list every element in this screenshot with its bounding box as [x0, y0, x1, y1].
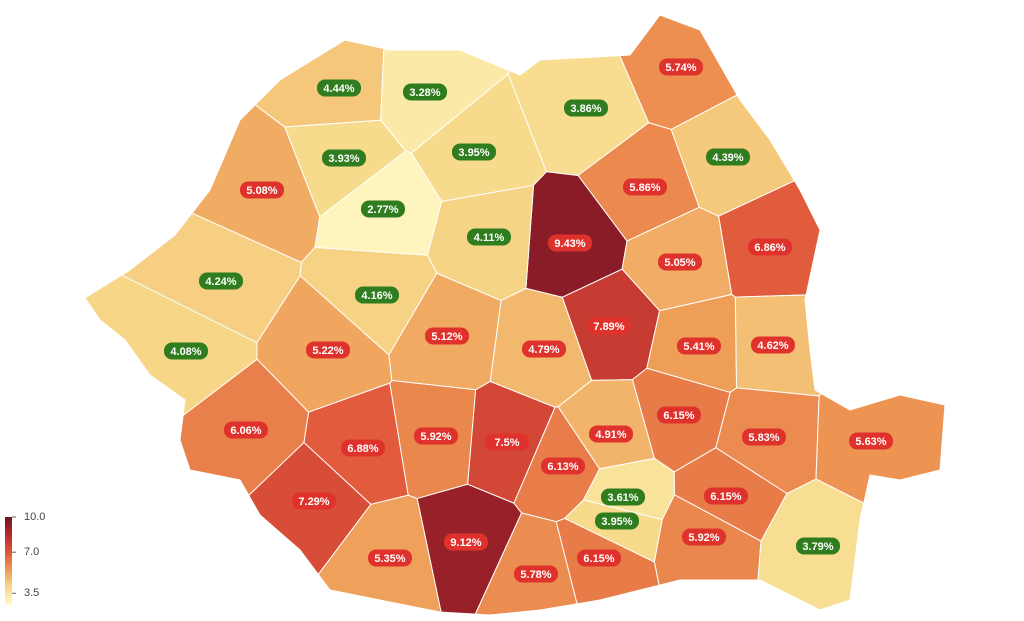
value-label: 5.22%: [312, 345, 343, 357]
label-pill: [658, 253, 702, 271]
label-pill: [587, 317, 631, 335]
value-label: 6.15%: [583, 553, 614, 565]
colorbar: 10.0 7.0 3.5: [5, 511, 45, 605]
label-pill: [199, 272, 243, 290]
label-pill: [414, 427, 458, 445]
value-label: 6.86%: [754, 242, 785, 254]
value-label: 4.79%: [528, 344, 559, 356]
label-pill: [341, 439, 385, 457]
value-label: 5.41%: [683, 341, 714, 353]
label-pill: [485, 433, 529, 451]
label-pill: [595, 512, 639, 530]
label-pill: [748, 238, 792, 256]
value-label: 4.91%: [595, 429, 626, 441]
label-pill: [704, 487, 748, 505]
label-pill: [164, 342, 208, 360]
label-pill: [751, 336, 795, 354]
value-label: 5.92%: [420, 431, 451, 443]
value-label: 3.79%: [802, 541, 833, 553]
value-label: 9.43%: [554, 238, 585, 250]
label-pill: [444, 533, 488, 551]
value-label: 3.86%: [570, 103, 601, 115]
value-label: 5.78%: [520, 569, 551, 581]
value-label: 6.13%: [547, 461, 578, 473]
label-pill: [368, 549, 412, 567]
label-pill: [682, 528, 726, 546]
value-label: 5.74%: [665, 62, 696, 74]
label-pill: [677, 337, 721, 355]
label-pill: [796, 537, 840, 555]
value-label: 3.95%: [601, 516, 632, 528]
label-pill: [548, 234, 592, 252]
label-pill: [514, 565, 558, 583]
colorbar-bar: [5, 517, 12, 605]
value-label: 3.61%: [607, 492, 638, 504]
label-pill: [322, 149, 366, 167]
label-pill: [403, 83, 447, 101]
value-label: 5.63%: [855, 436, 886, 448]
value-label: 5.08%: [246, 185, 277, 197]
value-label: 4.08%: [170, 346, 201, 358]
colorbar-tick-label: 10.0: [24, 511, 45, 523]
label-pill: [601, 488, 645, 506]
value-label: 7.29%: [298, 496, 329, 508]
value-label: 5.83%: [748, 432, 779, 444]
value-label: 5.86%: [629, 182, 660, 194]
value-label: 3.28%: [409, 87, 440, 99]
value-label: 6.06%: [230, 425, 261, 437]
label-pill: [657, 406, 701, 424]
label-pill: [849, 432, 893, 450]
regions: [84, 14, 946, 616]
value-label: 5.92%: [688, 532, 719, 544]
label-pill: [659, 58, 703, 76]
label-pill: [706, 148, 750, 166]
value-label: 6.15%: [663, 410, 694, 422]
labels: 4.44% 3.28% 3.86% 5.74% 3.93% 3.95% 4.39% 5.08%…: [164, 58, 893, 583]
value-label: 5.35%: [374, 553, 405, 565]
label-pill: [577, 549, 621, 567]
label-pill: [452, 143, 496, 161]
value-label: 3.95%: [458, 147, 489, 159]
value-label: 6.88%: [347, 443, 378, 455]
label-pill: [306, 341, 350, 359]
value-label: 7.89%: [593, 321, 624, 333]
label-pill: [742, 428, 786, 446]
value-label: 3.93%: [328, 153, 359, 165]
value-label: 6.15%: [710, 491, 741, 503]
label-pill: [467, 228, 511, 246]
value-label: 4.11%: [474, 232, 505, 244]
label-pill: [224, 421, 268, 439]
label-pill: [240, 181, 284, 199]
colorbar-tick-label: 7.0: [24, 546, 39, 558]
value-label: 4.39%: [712, 152, 743, 164]
label-pill: [292, 492, 336, 510]
value-label: 4.62%: [757, 340, 788, 352]
value-label: 7.5%: [494, 437, 519, 449]
value-label: 4.24%: [205, 276, 236, 288]
label-pill: [564, 99, 608, 117]
label-pill: [541, 457, 585, 475]
colorbar-tick-label: 3.5: [24, 587, 39, 599]
value-label: 4.44%: [323, 83, 354, 95]
value-label: 5.05%: [664, 257, 695, 269]
value-label: 5.12%: [431, 331, 462, 343]
label-pill: [425, 327, 469, 345]
label-pill: [355, 286, 399, 304]
label-pill: [361, 200, 405, 218]
value-label: 9.12%: [450, 537, 481, 549]
label-pill: [317, 79, 361, 97]
value-label: 4.16%: [361, 290, 392, 302]
value-label: 2.77%: [367, 204, 398, 216]
label-pill: [623, 178, 667, 196]
label-pill: [589, 425, 633, 443]
label-pill: [522, 340, 566, 358]
